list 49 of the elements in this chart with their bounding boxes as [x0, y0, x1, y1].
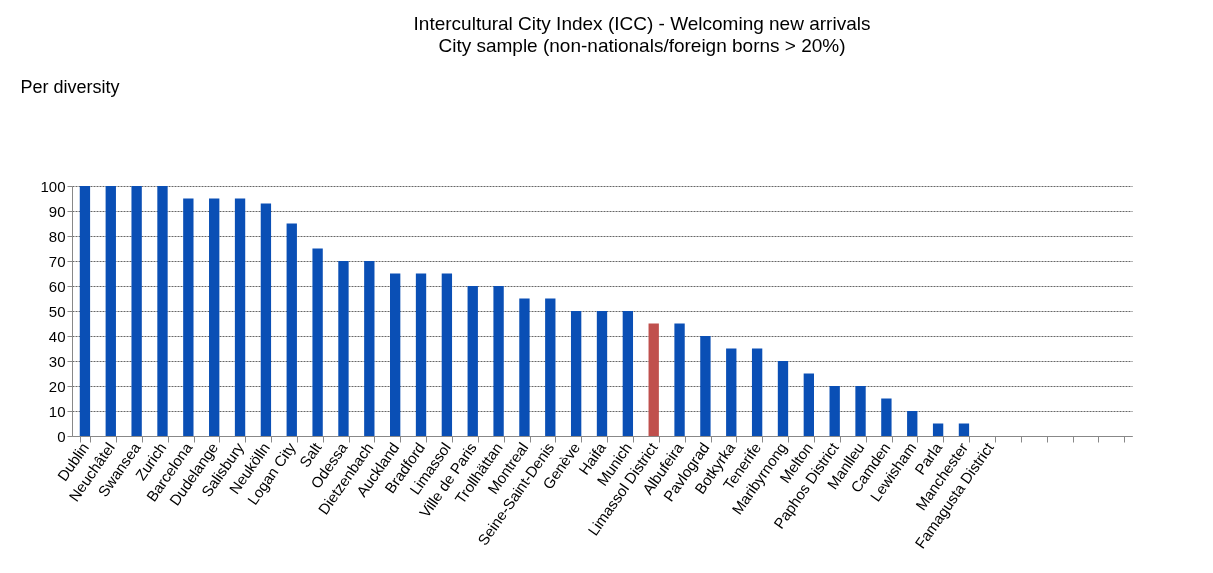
- bar: [726, 348, 737, 436]
- y-tick-label: 0: [57, 427, 66, 445]
- chart-title: Intercultural City Index (ICC) - Welcoming new arrivals: [413, 13, 871, 34]
- bar: [519, 298, 530, 436]
- bar: [467, 286, 478, 436]
- bar: [829, 386, 840, 436]
- bar: [674, 323, 685, 436]
- bar: [622, 311, 634, 436]
- bar: [234, 198, 246, 436]
- bar: [907, 411, 918, 436]
- bar: [364, 261, 375, 436]
- y-tick-label: 20: [48, 377, 66, 395]
- y-axis-title: Per diversity: [20, 76, 120, 97]
- bar: [415, 273, 427, 436]
- bar: [751, 348, 763, 436]
- bar: [932, 423, 944, 436]
- bar: [105, 186, 116, 436]
- y-tick-label: 70: [48, 252, 66, 270]
- bar: [79, 186, 91, 436]
- bar: [545, 298, 556, 436]
- y-tick-label: 80: [48, 227, 66, 245]
- y-tick-label: 30: [48, 352, 66, 370]
- bar: [855, 386, 866, 436]
- chart-subtitle: City sample (non-nationals/foreign borns > 20%): [438, 35, 846, 56]
- bar: [958, 423, 970, 436]
- y-tick-label: 90: [48, 202, 66, 220]
- bar: [209, 198, 220, 436]
- bar: [183, 198, 194, 436]
- bar: [493, 286, 504, 436]
- bar: [260, 203, 272, 436]
- bar: [777, 361, 789, 436]
- bar: [881, 398, 892, 436]
- bar: [157, 186, 168, 436]
- bar: [286, 223, 297, 436]
- bar: [700, 336, 711, 436]
- bar: [390, 273, 401, 436]
- y-tick-label: 100: [40, 177, 66, 195]
- bar: [338, 261, 349, 436]
- bar: [648, 323, 659, 436]
- bar: [570, 311, 582, 436]
- y-tick-label: 60: [48, 277, 66, 295]
- y-tick-label: 50: [48, 302, 66, 320]
- y-tick-label: 10: [48, 402, 66, 420]
- y-tick-label: 40: [48, 327, 66, 345]
- bar: [131, 186, 142, 436]
- bar: [312, 248, 323, 436]
- bar: [803, 373, 814, 436]
- bar: [441, 273, 453, 436]
- bar: [596, 311, 608, 436]
